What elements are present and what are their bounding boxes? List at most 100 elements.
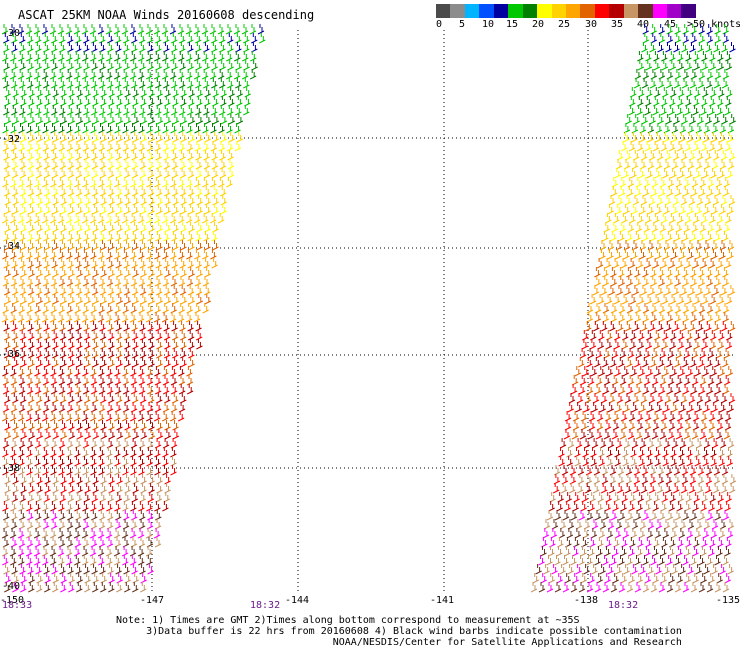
wind-barb (154, 384, 162, 395)
wind-barb (595, 375, 603, 386)
wind-barb (692, 573, 699, 584)
wind-barb (540, 573, 547, 584)
wind-barb (140, 357, 147, 368)
wind-barb (60, 429, 68, 440)
wind-barb (82, 177, 89, 188)
wind-barb (573, 537, 580, 548)
wind-barb (233, 24, 241, 35)
wind-barb (686, 168, 693, 179)
wind-barb (179, 78, 186, 89)
wind-barb (700, 411, 708, 422)
wind-barb (219, 150, 226, 161)
wind-barb (100, 573, 107, 584)
wind-barb (714, 231, 721, 242)
wind-barb (108, 573, 115, 584)
wind-barb (19, 510, 26, 521)
wind-barb (713, 465, 721, 476)
wind-barb (179, 42, 186, 53)
wind-barb (115, 492, 123, 503)
wind-barb (138, 537, 146, 548)
wind-barb (628, 258, 636, 269)
wind-barb (234, 141, 242, 152)
wind-barb (719, 249, 726, 260)
wind-barb (641, 150, 648, 161)
wind-barb (729, 42, 736, 53)
wind-barb (82, 366, 89, 377)
wind-barb (172, 240, 179, 251)
wind-barb (75, 159, 83, 170)
wind-barb (18, 465, 25, 476)
wind-barb (579, 429, 587, 440)
wind-barb (667, 177, 675, 188)
wind-barb (116, 420, 123, 431)
wind-barb (170, 123, 177, 134)
wind-barb (639, 402, 646, 413)
wind-barb (130, 519, 138, 530)
wind-barb (147, 33, 154, 44)
wind-barb (51, 186, 59, 197)
wind-barb (607, 519, 615, 530)
wind-barb (187, 231, 194, 242)
wind-barb (170, 438, 178, 449)
wind-barb (564, 573, 571, 584)
wind-barb (44, 96, 51, 107)
wind-barb (674, 33, 682, 44)
wind-barb (92, 474, 99, 485)
wind-barb (682, 510, 690, 521)
wind-barb (643, 177, 651, 188)
wind-barb (124, 96, 131, 107)
wind-barb (60, 87, 67, 98)
wind-barb (724, 411, 732, 422)
wind-barb (220, 195, 227, 206)
wind-barb (84, 339, 91, 350)
wind-barb (549, 537, 556, 548)
wind-barb (657, 474, 665, 485)
wind-barb (186, 123, 193, 134)
wind-barb (155, 159, 163, 170)
wind-barb (26, 366, 33, 377)
wind-barb (710, 528, 718, 539)
wind-barb (635, 186, 642, 197)
wind-barb (625, 321, 632, 332)
wind-barb (139, 159, 147, 170)
wind-barb (682, 276, 690, 287)
wind-barb (138, 384, 146, 395)
wind-barb (627, 375, 635, 386)
wind-barb (76, 222, 83, 233)
wind-barb (10, 375, 18, 386)
wind-barb (694, 447, 701, 458)
wind-barb (679, 519, 687, 530)
wind-barb (4, 582, 11, 593)
wind-barb (20, 573, 27, 584)
wind-barb (91, 159, 99, 170)
wind-barb (680, 195, 688, 206)
wind-barb (666, 231, 673, 242)
wind-barb (717, 213, 724, 224)
wind-barb (687, 159, 695, 170)
wind-barb (711, 132, 718, 143)
wind-barb (641, 465, 649, 476)
colorbar-label: 10 (482, 19, 495, 30)
wind-barb (708, 105, 715, 116)
wind-barb (76, 483, 83, 494)
wind-barb (43, 330, 51, 341)
wind-barb (90, 123, 97, 134)
wind-barb (718, 330, 725, 341)
wind-barb (646, 447, 653, 458)
wind-barb (711, 564, 718, 575)
wind-barb (170, 303, 177, 314)
wind-barb (4, 204, 11, 215)
wind-barb (180, 204, 187, 215)
wind-barb (91, 231, 98, 242)
wind-barb (12, 348, 19, 359)
wind-barb (636, 501, 643, 512)
wind-barb (41, 24, 49, 35)
wind-barb (122, 447, 129, 458)
wind-barb (690, 357, 697, 368)
wind-barb (655, 123, 663, 134)
wind-barb (722, 24, 729, 35)
wind-barb (570, 582, 578, 593)
wind-barb (201, 24, 209, 35)
wind-barb (3, 159, 11, 170)
wind-barb (3, 78, 10, 89)
